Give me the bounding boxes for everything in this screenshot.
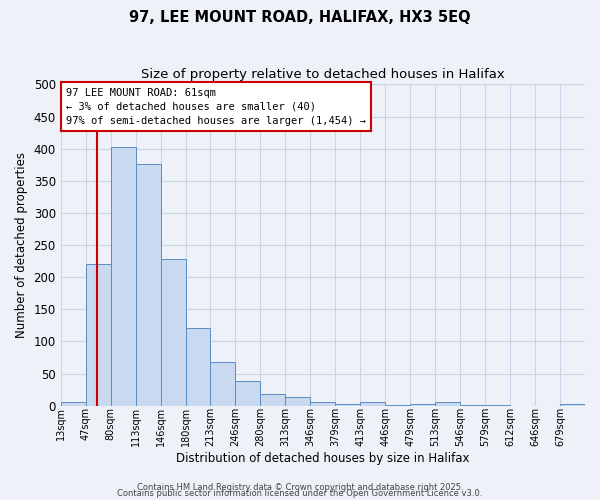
Title: Size of property relative to detached houses in Halifax: Size of property relative to detached ho…	[141, 68, 505, 80]
Bar	[310, 402, 335, 406]
Bar	[260, 394, 286, 406]
Bar	[360, 402, 385, 406]
Bar	[410, 404, 435, 406]
Y-axis label: Number of detached properties: Number of detached properties	[15, 152, 28, 338]
Text: 97 LEE MOUNT ROAD: 61sqm
← 3% of detached houses are smaller (40)
97% of semi-de: 97 LEE MOUNT ROAD: 61sqm ← 3% of detache…	[66, 88, 366, 126]
Bar	[460, 405, 485, 406]
X-axis label: Distribution of detached houses by size in Halifax: Distribution of detached houses by size …	[176, 452, 470, 465]
Bar	[61, 402, 86, 406]
Bar	[385, 405, 410, 406]
Bar	[185, 328, 211, 406]
Bar	[286, 396, 310, 406]
Bar	[161, 258, 185, 406]
Text: 97, LEE MOUNT ROAD, HALIFAX, HX3 5EQ: 97, LEE MOUNT ROAD, HALIFAX, HX3 5EQ	[129, 10, 471, 25]
Bar	[136, 164, 161, 406]
Bar	[560, 404, 585, 406]
Bar	[110, 148, 136, 406]
Text: Contains HM Land Registry data © Crown copyright and database right 2025.: Contains HM Land Registry data © Crown c…	[137, 483, 463, 492]
Bar	[435, 402, 460, 406]
Bar	[485, 405, 510, 406]
Text: Contains public sector information licensed under the Open Government Licence v3: Contains public sector information licen…	[118, 490, 482, 498]
Bar	[335, 404, 360, 406]
Bar	[86, 264, 110, 406]
Bar	[211, 362, 235, 406]
Bar	[235, 380, 260, 406]
